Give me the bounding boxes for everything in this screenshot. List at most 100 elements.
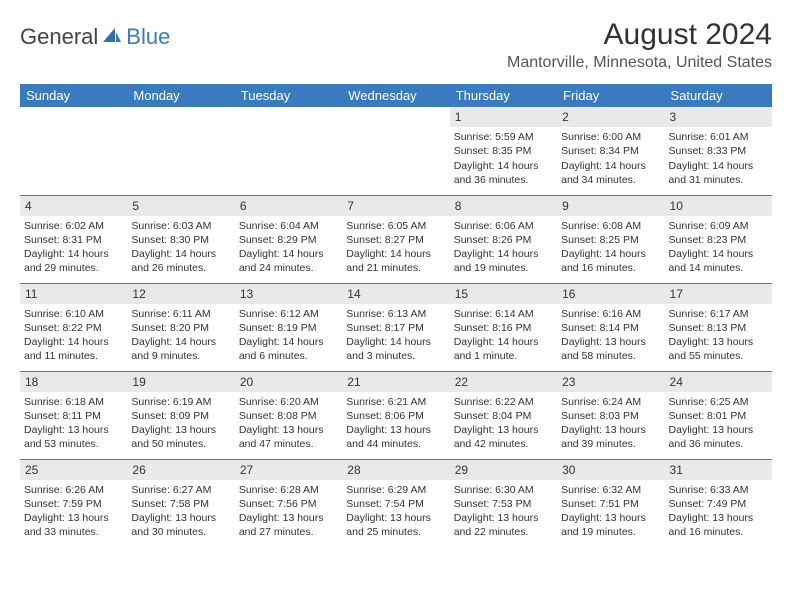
month-title: August 2024 — [507, 18, 772, 52]
day-info: Sunrise: 6:19 AMSunset: 8:09 PMDaylight:… — [131, 395, 230, 452]
day-number: 8 — [450, 196, 557, 216]
calendar-cell: 1Sunrise: 5:59 AMSunset: 8:35 PMDaylight… — [450, 107, 557, 195]
calendar-cell: 29Sunrise: 6:30 AMSunset: 7:53 PMDayligh… — [450, 459, 557, 547]
day-info-line: Sunrise: 6:25 AM — [669, 395, 768, 409]
calendar-cell: 31Sunrise: 6:33 AMSunset: 7:49 PMDayligh… — [665, 459, 772, 547]
day-info-line: Daylight: 14 hours — [561, 247, 660, 261]
calendar-cell — [342, 107, 449, 195]
day-info-line: Sunset: 8:35 PM — [454, 144, 553, 158]
day-info-line: and 58 minutes. — [561, 349, 660, 363]
day-info-line: Sunrise: 6:01 AM — [669, 130, 768, 144]
day-info: Sunrise: 6:02 AMSunset: 8:31 PMDaylight:… — [24, 219, 123, 276]
day-number: 22 — [450, 372, 557, 392]
day-info-line: Sunrise: 6:32 AM — [561, 483, 660, 497]
day-info-line: and 27 minutes. — [239, 525, 338, 539]
day-number: 26 — [127, 460, 234, 480]
day-info-line: Daylight: 13 hours — [561, 511, 660, 525]
day-info-line: Daylight: 13 hours — [454, 511, 553, 525]
day-info-line: Sunrise: 6:33 AM — [669, 483, 768, 497]
logo: General Blue — [20, 18, 170, 50]
day-info-line: Sunrise: 6:16 AM — [561, 307, 660, 321]
day-info-line: Daylight: 14 hours — [239, 335, 338, 349]
calendar-cell — [20, 107, 127, 195]
calendar-cell: 22Sunrise: 6:22 AMSunset: 8:04 PMDayligh… — [450, 371, 557, 459]
day-number: 14 — [342, 284, 449, 304]
logo-text-general: General — [20, 24, 98, 50]
day-info-line: Daylight: 13 hours — [239, 511, 338, 525]
day-info: Sunrise: 6:09 AMSunset: 8:23 PMDaylight:… — [669, 219, 768, 276]
day-info-line: Daylight: 14 hours — [24, 247, 123, 261]
day-number: 28 — [342, 460, 449, 480]
calendar-cell: 3Sunrise: 6:01 AMSunset: 8:33 PMDaylight… — [665, 107, 772, 195]
day-info-line: and 36 minutes. — [669, 437, 768, 451]
day-info-line: Daylight: 14 hours — [454, 247, 553, 261]
day-info-line: Sunrise: 6:20 AM — [239, 395, 338, 409]
day-info-line: Sunrise: 6:24 AM — [561, 395, 660, 409]
day-info: Sunrise: 6:21 AMSunset: 8:06 PMDaylight:… — [346, 395, 445, 452]
day-info-line: and 16 minutes. — [669, 525, 768, 539]
day-info-line: Sunset: 8:26 PM — [454, 233, 553, 247]
day-number: 20 — [235, 372, 342, 392]
day-info: Sunrise: 6:10 AMSunset: 8:22 PMDaylight:… — [24, 307, 123, 364]
day-number: 27 — [235, 460, 342, 480]
day-info-line: Daylight: 14 hours — [346, 247, 445, 261]
calendar-cell: 7Sunrise: 6:05 AMSunset: 8:27 PMDaylight… — [342, 195, 449, 283]
day-info-line: Sunset: 8:29 PM — [239, 233, 338, 247]
day-info: Sunrise: 6:06 AMSunset: 8:26 PMDaylight:… — [454, 219, 553, 276]
day-info-line: Sunset: 7:58 PM — [131, 497, 230, 511]
day-info-line: Sunset: 8:33 PM — [669, 144, 768, 158]
calendar-cell: 19 Sunrise: 6:19 AMSunset: 8:09 PMDayligh… — [127, 371, 234, 459]
day-info-line: Sunrise: 6:10 AM — [24, 307, 123, 321]
day-info-line: and 16 minutes. — [561, 261, 660, 275]
day-info-line: Sunrise: 6:13 AM — [346, 307, 445, 321]
day-info-line: Sunset: 8:14 PM — [561, 321, 660, 335]
day-info-line: Daylight: 14 hours — [131, 335, 230, 349]
day-info-line: Sunset: 7:49 PM — [669, 497, 768, 511]
day-info-line: and 39 minutes. — [561, 437, 660, 451]
day-info-line: and 47 minutes. — [239, 437, 338, 451]
calendar-cell: 8 Sunrise: 6:06 AMSunset: 8:26 PMDaylight… — [450, 195, 557, 283]
calendar-cell: 17Sunrise: 6:17 AMSunset: 8:13 PMDayligh… — [665, 283, 772, 371]
day-info-line: Sunrise: 6:02 AM — [24, 219, 123, 233]
day-info-line: Sunset: 8:04 PM — [454, 409, 553, 423]
day-info-line: Sunrise: 6:05 AM — [346, 219, 445, 233]
calendar-cell: 26Sunrise: 6:27 AMSunset: 7:58 PMDayligh… — [127, 459, 234, 547]
day-info: Sunrise: 6:14 AMSunset: 8:16 PMDaylight:… — [454, 307, 553, 364]
day-info: Sunrise: 6:11 AMSunset: 8:20 PMDaylight:… — [131, 307, 230, 364]
col-sunday: Sunday — [20, 84, 127, 107]
calendar-week: 25Sunrise: 6:26 AMSunset: 7:59 PMDayligh… — [20, 459, 772, 547]
day-info: Sunrise: 5:59 AMSunset: 8:35 PMDaylight:… — [454, 130, 553, 187]
calendar-cell: 14Sunrise: 6:13 AMSunset: 8:17 PMDayligh… — [342, 283, 449, 371]
day-info-line: and 9 minutes. — [131, 349, 230, 363]
day-info: Sunrise: 6:17 AMSunset: 8:13 PMDaylight:… — [669, 307, 768, 364]
day-info-line: and 55 minutes. — [669, 349, 768, 363]
day-info-line: Sunrise: 6:08 AM — [561, 219, 660, 233]
day-info-line: and 25 minutes. — [346, 525, 445, 539]
day-info-line: Daylight: 14 hours — [239, 247, 338, 261]
day-number: 30 — [557, 460, 664, 480]
day-info-line: and 19 minutes. — [561, 525, 660, 539]
calendar-cell: 18Sunrise: 6:18 AMSunset: 8:11 PMDayligh… — [20, 371, 127, 459]
day-info: Sunrise: 6:33 AMSunset: 7:49 PMDaylight:… — [669, 483, 768, 540]
day-number: 19 — [127, 372, 234, 392]
day-info-line: Sunrise: 6:12 AM — [239, 307, 338, 321]
day-number: 15 — [450, 284, 557, 304]
day-info-line: and 53 minutes. — [24, 437, 123, 451]
day-info: Sunrise: 6:20 AMSunset: 8:08 PMDaylight:… — [239, 395, 338, 452]
day-info: Sunrise: 6:08 AMSunset: 8:25 PMDaylight:… — [561, 219, 660, 276]
logo-sail-icon — [101, 26, 123, 49]
day-number: 21 — [342, 372, 449, 392]
day-info-line: and 21 minutes. — [346, 261, 445, 275]
day-info-line: Sunset: 8:34 PM — [561, 144, 660, 158]
day-info-line: Sunrise: 6:28 AM — [239, 483, 338, 497]
day-info-line: Daylight: 14 hours — [454, 335, 553, 349]
calendar-week: 11Sunrise: 6:10 AMSunset: 8:22 PMDayligh… — [20, 283, 772, 371]
day-info-line: Sunset: 7:56 PM — [239, 497, 338, 511]
day-info-line: Daylight: 13 hours — [131, 511, 230, 525]
day-info: Sunrise: 6:04 AMSunset: 8:29 PMDaylight:… — [239, 219, 338, 276]
calendar-cell: 23Sunrise: 6:24 AMSunset: 8:03 PMDayligh… — [557, 371, 664, 459]
col-saturday: Saturday — [665, 84, 772, 107]
day-info: Sunrise: 6:28 AMSunset: 7:56 PMDaylight:… — [239, 483, 338, 540]
day-info-line: Sunset: 8:11 PM — [24, 409, 123, 423]
day-info-line: and 34 minutes. — [561, 173, 660, 187]
